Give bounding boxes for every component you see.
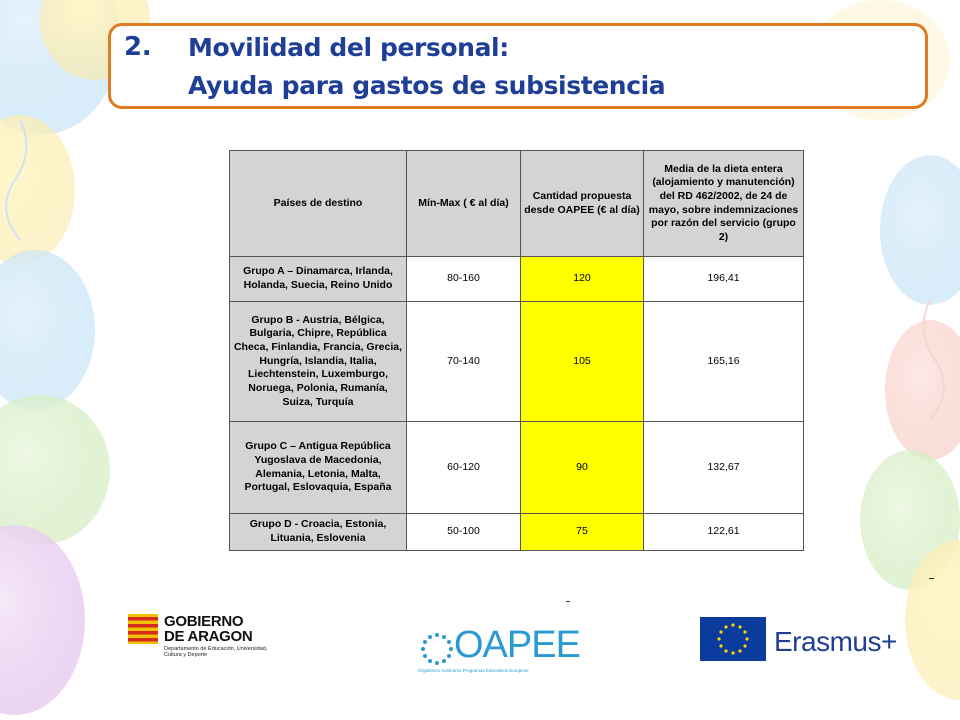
title-line-1: Movilidad del personal: [188, 33, 509, 62]
slide-title-box: 2. Movilidad del personal: Ayuda para ga… [108, 23, 928, 109]
table-row: Grupo B - Austria, Bélgica, Bulgaria, Ch… [229, 301, 804, 422]
erasmus-plus-logo: Erasmus+ [700, 617, 930, 663]
table-header-row: Países de destino Mín-Max ( € al día) Ca… [229, 150, 804, 257]
header-average: Media de la dieta entera (alojamiento y … [643, 150, 804, 257]
group-cell: Grupo C – Antigua República Yugoslava de… [229, 421, 407, 514]
dash-mark [929, 578, 934, 579]
oapee-logo: OAPEE Organismo Autónomo Programas Educa… [418, 624, 581, 676]
oapee-wordmark: OAPEE [454, 624, 581, 666]
average-cell: 122,61 [643, 513, 804, 551]
header-destination: Países de destino [229, 150, 407, 257]
range-cell: 80-160 [406, 256, 521, 302]
proposed-cell: 105 [520, 301, 644, 422]
range-cell: 60-120 [406, 421, 521, 514]
table-row: Grupo D - Croacia, Estonia, Lituania, Es… [229, 513, 804, 551]
average-cell: 165,16 [643, 301, 804, 422]
oapee-subtitle: Organismo Autónomo Programas Educativos … [418, 668, 529, 673]
eu-flag-icon [700, 617, 766, 661]
average-cell: 196,41 [643, 256, 804, 302]
eu-stars-icon [421, 633, 453, 665]
dash-mark [566, 601, 570, 602]
gobierno-department: Departamento de Educación, Universidad, … [164, 646, 268, 659]
group-cell: Grupo B - Austria, Bélgica, Bulgaria, Ch… [229, 301, 407, 422]
header-proposed: Cantidad propuesta desde OAPEE (€ al día… [520, 150, 644, 257]
table-row: Grupo A – Dinamarca, Irlanda, Holanda, S… [229, 256, 804, 302]
table-row: Grupo C – Antigua República Yugoslava de… [229, 421, 804, 514]
proposed-cell: 120 [520, 256, 644, 302]
title-number: 2. [124, 32, 152, 62]
average-cell: 132,67 [643, 421, 804, 514]
range-cell: 50-100 [406, 513, 521, 551]
gobierno-aragon-logo: GOBIERNO DE ARAGON Departamento de Educa… [128, 613, 278, 666]
range-cell: 70-140 [406, 301, 521, 422]
aragon-flag-icon [128, 614, 158, 644]
subsistence-table: Países de destino Mín-Max ( € al día) Ca… [229, 150, 804, 551]
proposed-cell: 90 [520, 421, 644, 514]
proposed-cell: 75 [520, 513, 644, 551]
group-cell: Grupo D - Croacia, Estonia, Lituania, Es… [229, 513, 407, 551]
group-cell: Grupo A – Dinamarca, Irlanda, Holanda, S… [229, 256, 407, 302]
erasmus-wordmark: Erasmus+ [774, 626, 897, 657]
header-min-max: Mín-Max ( € al día) [406, 150, 521, 257]
title-line-2: Ayuda para gastos de subsistencia [188, 71, 666, 100]
gobierno-line-2: DE ARAGON [164, 628, 253, 645]
gobierno-line-1: GOBIERNO [164, 613, 244, 630]
